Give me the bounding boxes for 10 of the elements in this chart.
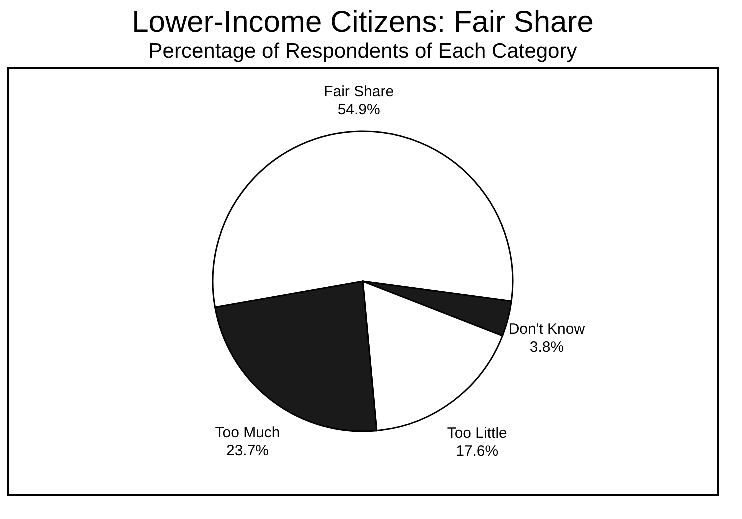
- slice-label: Too Much: [215, 424, 280, 442]
- data-label: 3.8%: [530, 339, 564, 356]
- slice-label: Don't Know: [508, 321, 586, 338]
- chart-title: Lower-Income Citizens: Fair Share: [132, 6, 594, 39]
- chart-subtitle: Percentage of Respondents of Each Category: [148, 40, 578, 63]
- data-label: 23.7%: [226, 442, 270, 460]
- slice-label: Too Little: [447, 425, 508, 442]
- data-label: 17.6%: [456, 443, 499, 460]
- slice-label: Fair Share: [324, 84, 394, 101]
- data-label: 54.9%: [338, 102, 380, 119]
